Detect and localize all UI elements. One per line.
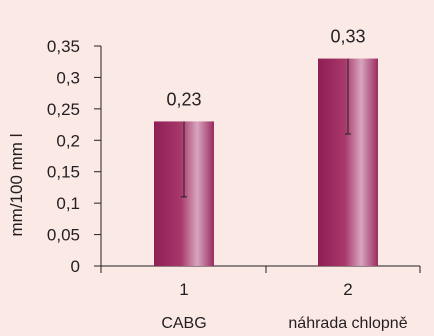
y-tick-label: 0,3 bbox=[56, 68, 80, 87]
y-axis-label: mm/100 mm l bbox=[7, 134, 26, 237]
y-tick-label: 0,25 bbox=[47, 100, 80, 119]
y-tick-label: 0,1 bbox=[56, 194, 80, 213]
y-tick-label: 0,2 bbox=[56, 131, 80, 150]
y-tick-label: 0,35 bbox=[47, 37, 80, 56]
x-tick-label: 2 bbox=[343, 280, 352, 299]
data-label: 0,23 bbox=[166, 89, 201, 109]
category-name: CABG bbox=[161, 315, 206, 331]
category-name: náhrada chlopně bbox=[288, 315, 407, 331]
data-label: 0,33 bbox=[330, 27, 365, 47]
y-tick-label: 0,15 bbox=[47, 163, 80, 182]
x-tick-label: 1 bbox=[179, 280, 188, 299]
y-tick-label: 0,05 bbox=[47, 226, 80, 245]
y-tick-label: 0 bbox=[71, 257, 80, 276]
